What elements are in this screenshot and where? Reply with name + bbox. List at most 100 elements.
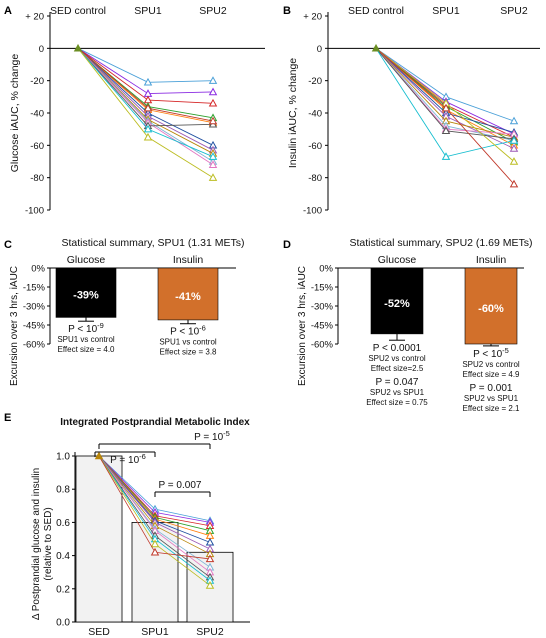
bar <box>157 267 219 321</box>
panel-letter-d: D <box>283 239 291 251</box>
x-category-label: SPU1 <box>141 626 169 638</box>
data-point-marker <box>143 103 153 112</box>
y-tick-label: 0 <box>317 44 322 55</box>
y-tick-label: -80 <box>30 173 44 184</box>
data-point-marker <box>208 87 218 96</box>
stat-p-value: P < 0.0001 <box>373 343 422 354</box>
y-tick-label: -60 <box>30 141 44 152</box>
stat-p-value: P < 10-9 <box>68 321 104 335</box>
x-category-label: SPU2 <box>199 5 227 17</box>
y-tick-label: -45% <box>23 321 46 332</box>
stat-effect-size: Effect size=2.5 <box>371 364 424 373</box>
y-tick-label: -60 <box>308 141 322 152</box>
y-tick-label: -20 <box>308 76 322 87</box>
y-axis-label: Excursion over 3 hrs, iAUC <box>297 266 308 386</box>
bar-value-label: -39% <box>73 290 99 302</box>
y-tick-label: -15% <box>23 283 46 294</box>
chart-title: Statistical summary, SPU1 (1.31 METs) <box>61 237 244 249</box>
baseline-marker <box>371 43 381 52</box>
data-point-marker <box>208 76 218 84</box>
y-tick-label: -30% <box>23 302 46 313</box>
stat-p-value: P = 0.047 <box>376 377 419 388</box>
bar-value-label: -60% <box>478 303 504 315</box>
stat-effect-size: Effect size = 0.75 <box>366 398 428 407</box>
stat-effect-size: Effect size = 3.8 <box>160 348 218 357</box>
bar <box>75 455 123 623</box>
data-point-marker <box>205 537 215 546</box>
stat-comparison: SPU1 vs control <box>57 335 115 344</box>
data-point-marker <box>143 132 153 141</box>
y-axis-label-sub: (relative to SED) <box>43 507 54 580</box>
x-category-label: SPU1 <box>432 5 460 17</box>
y-tick-label: -80 <box>308 173 322 184</box>
baseline-marker <box>73 43 83 52</box>
y-tick-label: 0% <box>31 264 45 275</box>
baseline-marker <box>94 451 104 460</box>
category-label: Insulin <box>173 254 204 266</box>
y-tick-label: + 20 <box>303 12 322 23</box>
data-point-marker <box>205 554 215 563</box>
data-point-marker <box>208 173 218 181</box>
chart-title: Statistical summary, SPU2 (1.69 METs) <box>349 237 532 249</box>
panel-b-insulin-change: + 20 0 -20 -40 -60 -80 -100 SED control SPU1 SPU2… <box>287 5 540 217</box>
stat-comparison: SPU2 vs SPU1 <box>464 394 519 403</box>
panel-a-glucose-change: + 20 0 -20 -40 -60 -80 -100 SED control SPU1 SPU2… <box>9 5 265 217</box>
bracket-p-value: P = 10-6 <box>110 452 146 466</box>
stat-comparison: SPU2 vs control <box>462 360 520 369</box>
x-category-label: SED control <box>348 5 404 17</box>
data-point-marker <box>509 157 519 165</box>
y-tick-label: -100 <box>303 206 322 217</box>
y-tick-label: -20 <box>30 76 44 87</box>
y-axis-label: Δ Postprandial glucose and insulin <box>31 468 42 620</box>
bracket-p-value: P = 0.007 <box>159 480 202 491</box>
panel-c-spu1-summary: Statistical summary, SPU1 (1.31 METs) 0% -… <box>9 237 245 386</box>
stat-effect-size: Effect size = 4.0 <box>58 345 116 354</box>
bar <box>464 267 518 345</box>
data-point-marker <box>208 116 218 125</box>
panel-letter-a: A <box>4 5 12 17</box>
panel-letter-e: E <box>4 412 11 424</box>
chart-title: Integrated Postprandial Metabolic Index <box>60 417 250 428</box>
data-point-marker <box>509 136 519 144</box>
category-label: Glucose <box>67 254 106 266</box>
data-point-marker <box>208 160 218 168</box>
stat-effect-size: Effect size = 4.9 <box>463 370 521 379</box>
y-tick-label: 0 <box>39 44 44 55</box>
y-tick-label: 0% <box>319 264 333 275</box>
stat-p-value: P = 0.001 <box>470 383 513 394</box>
data-point-marker <box>441 152 451 160</box>
x-category-label: SED <box>88 626 110 638</box>
y-tick-label: -30% <box>311 302 334 313</box>
panel-e-metabolic-index: Integrated Postprandial Metabolic Index 0… <box>31 417 250 638</box>
data-point-marker <box>509 179 519 188</box>
panel-letter-b: B <box>283 5 291 17</box>
stat-p-value: P < 10-5 <box>473 346 509 360</box>
data-point-marker <box>143 77 153 86</box>
y-tick-label: -100 <box>25 206 44 217</box>
y-tick-label: 1.0 <box>56 452 70 463</box>
bar <box>55 267 117 318</box>
data-point-marker <box>441 126 451 135</box>
data-point-marker <box>143 124 153 133</box>
category-label: Insulin <box>476 254 507 266</box>
y-tick-label: 0.0 <box>56 618 70 629</box>
y-tick-label: 0.4 <box>56 551 70 562</box>
bar-value-label: -52% <box>384 298 410 310</box>
x-category-label: SPU2 <box>196 626 224 638</box>
y-tick-label: -60% <box>23 340 46 351</box>
data-point-marker <box>509 144 519 152</box>
y-tick-label: -15% <box>311 283 334 294</box>
data-point-marker <box>208 98 218 107</box>
stat-comparison: SPU1 vs control <box>159 338 217 347</box>
stat-effect-size: Effect size = 2.1 <box>463 404 521 413</box>
y-axis-label: Insulin iAUC, % change <box>287 58 299 168</box>
y-tick-label: 0.2 <box>56 584 70 595</box>
bracket-p-value: P = 10-5 <box>194 429 230 443</box>
bar <box>370 267 424 335</box>
data-point-marker <box>509 116 519 125</box>
y-tick-label: -40 <box>308 109 322 120</box>
x-category-label: SPU2 <box>500 5 528 17</box>
stat-comparison: SPU2 vs SPU1 <box>370 388 425 397</box>
data-point-marker <box>205 581 215 589</box>
